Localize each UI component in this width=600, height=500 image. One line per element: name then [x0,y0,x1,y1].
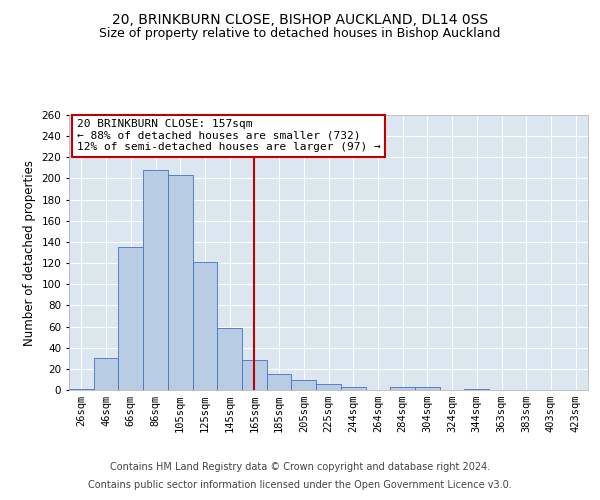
Text: Contains public sector information licensed under the Open Government Licence v3: Contains public sector information licen… [88,480,512,490]
Bar [341,387,365,390]
Text: Size of property relative to detached houses in Bishop Auckland: Size of property relative to detached ho… [100,28,500,40]
Bar [464,389,489,390]
Bar [118,247,143,390]
Bar [94,358,118,390]
Text: 20, BRINKBURN CLOSE, BISHOP AUCKLAND, DL14 0SS: 20, BRINKBURN CLOSE, BISHOP AUCKLAND, DL… [112,12,488,26]
Text: 20 BRINKBURN CLOSE: 157sqm
← 88% of detached houses are smaller (732)
12% of sem: 20 BRINKBURN CLOSE: 157sqm ← 88% of deta… [77,119,380,152]
Bar [193,262,217,390]
Bar [143,170,168,390]
Bar [69,389,94,390]
Bar [242,360,267,390]
Bar [390,387,415,390]
Text: Contains HM Land Registry data © Crown copyright and database right 2024.: Contains HM Land Registry data © Crown c… [110,462,490,472]
Bar [316,384,341,390]
Bar [415,387,440,390]
Bar [267,374,292,390]
Bar [217,328,242,390]
Bar [292,380,316,390]
Y-axis label: Number of detached properties: Number of detached properties [23,160,36,346]
Bar [168,176,193,390]
